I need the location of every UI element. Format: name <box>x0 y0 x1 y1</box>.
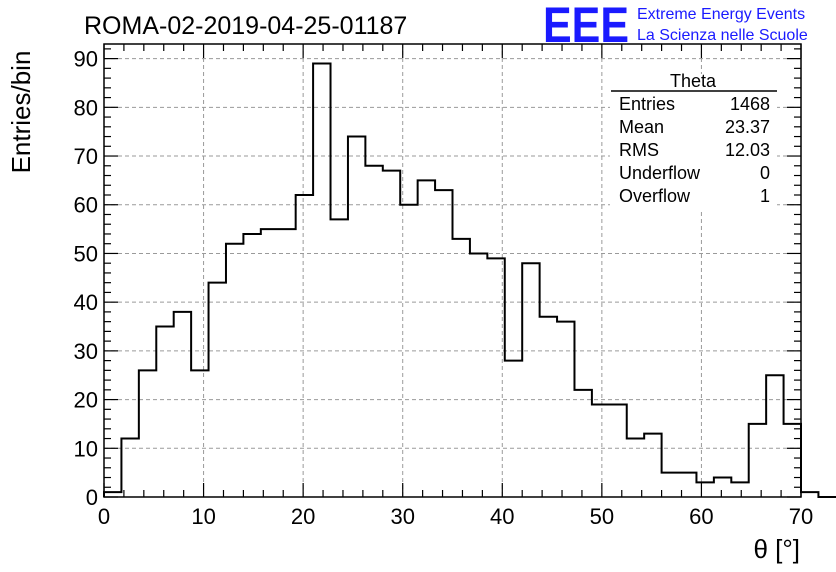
histogram-bin <box>348 137 365 497</box>
histogram-bin <box>557 322 574 497</box>
stats-row-value: 1468 <box>730 94 770 114</box>
stats-box-background <box>610 74 777 210</box>
histogram-bin <box>278 229 295 497</box>
histogram-bin <box>418 180 435 497</box>
x-axis-ticks: 0 10 20 30 40 50 60 70 <box>98 44 813 529</box>
histogram-bin <box>696 482 713 497</box>
histogram-outline <box>103 62 836 498</box>
histogram-bin <box>522 263 539 497</box>
histogram-bin <box>592 404 609 497</box>
x-tick-label: 50 <box>590 504 614 529</box>
plot-frame <box>103 43 802 498</box>
histogram-bin <box>296 195 313 497</box>
y-tick-label: 60 <box>74 193 98 218</box>
y-axis-title: Entries/bin <box>6 51 36 174</box>
histogram-bin <box>261 229 278 497</box>
histogram-bin <box>191 370 208 497</box>
stats-box: Theta Entries 1468 Mean 23.37 RMS 12.03 Underf… <box>610 71 777 210</box>
histogram-bin <box>313 63 330 497</box>
histogram-bin <box>435 190 452 497</box>
histogram-bin <box>574 390 591 497</box>
stats-row-label: Entries <box>619 94 675 114</box>
stats-row-value: 12.03 <box>725 140 770 160</box>
histogram-bin <box>156 327 173 497</box>
logo-line1: Extreme Energy Events <box>637 6 805 23</box>
histogram-bin <box>487 258 504 497</box>
x-axis-title: θ [°] <box>753 534 800 564</box>
histogram-bin <box>226 244 243 497</box>
logo-line2: La Scienza nelle Scuole <box>637 27 808 44</box>
histogram-bin <box>209 283 226 497</box>
y-tick-label: 0 <box>86 485 98 510</box>
histogram-bin <box>766 375 783 497</box>
y-tick-label: 10 <box>74 436 98 461</box>
y-tick-label: 20 <box>74 388 98 413</box>
histogram-bin <box>662 473 679 497</box>
stats-row-label: Mean <box>619 117 664 137</box>
x-tick-label: 30 <box>390 504 414 529</box>
y-tick-label: 70 <box>74 144 98 169</box>
y-tick-label: 80 <box>74 95 98 120</box>
stats-box-title: Theta <box>670 71 717 91</box>
stats-row-label: RMS <box>619 140 659 160</box>
x-tick-label: 40 <box>490 504 514 529</box>
histogram-bin <box>644 434 661 497</box>
x-tick-label: 70 <box>789 504 813 529</box>
histogram-bin <box>174 312 191 497</box>
x-tick-label: 10 <box>191 504 215 529</box>
y-tick-label: 50 <box>74 241 98 266</box>
histogram-bin <box>331 219 348 497</box>
histogram-bin <box>714 478 731 497</box>
histogram-bin <box>609 404 626 497</box>
histogram-bin <box>540 317 557 497</box>
histogram-bin <box>139 370 156 497</box>
eee-logo: EEE Extreme Energy Events La Scienza nel… <box>543 0 808 53</box>
histogram-bin <box>784 424 801 497</box>
grid-lines <box>104 44 801 497</box>
logo-mark: EEE <box>543 0 629 53</box>
histogram-bin <box>243 234 260 497</box>
x-tick-label: 0 <box>98 504 110 529</box>
x-tick-label: 20 <box>291 504 315 529</box>
y-tick-label: 40 <box>74 290 98 315</box>
histogram-bin <box>731 482 748 497</box>
histogram-bin <box>470 253 487 497</box>
histogram-bin <box>505 361 522 497</box>
histogram-bin <box>749 424 766 497</box>
histogram-bin <box>453 239 470 497</box>
y-tick-label: 90 <box>74 47 98 72</box>
stats-row-value: 1 <box>760 186 770 206</box>
y-tick-label: 30 <box>74 339 98 364</box>
axes <box>103 43 802 498</box>
stats-row-label: Underflow <box>619 163 701 183</box>
histogram-bin <box>121 439 138 497</box>
stats-row-value: 23.37 <box>725 117 770 137</box>
histogram-bin <box>627 439 644 497</box>
stats-row-label: Overflow <box>619 186 691 206</box>
chart-title: ROMA-02-2019-04-25-01187 <box>84 12 407 40</box>
stats-row-value: 0 <box>760 163 770 183</box>
x-tick-label: 60 <box>689 504 713 529</box>
histogram-bin <box>365 166 382 497</box>
